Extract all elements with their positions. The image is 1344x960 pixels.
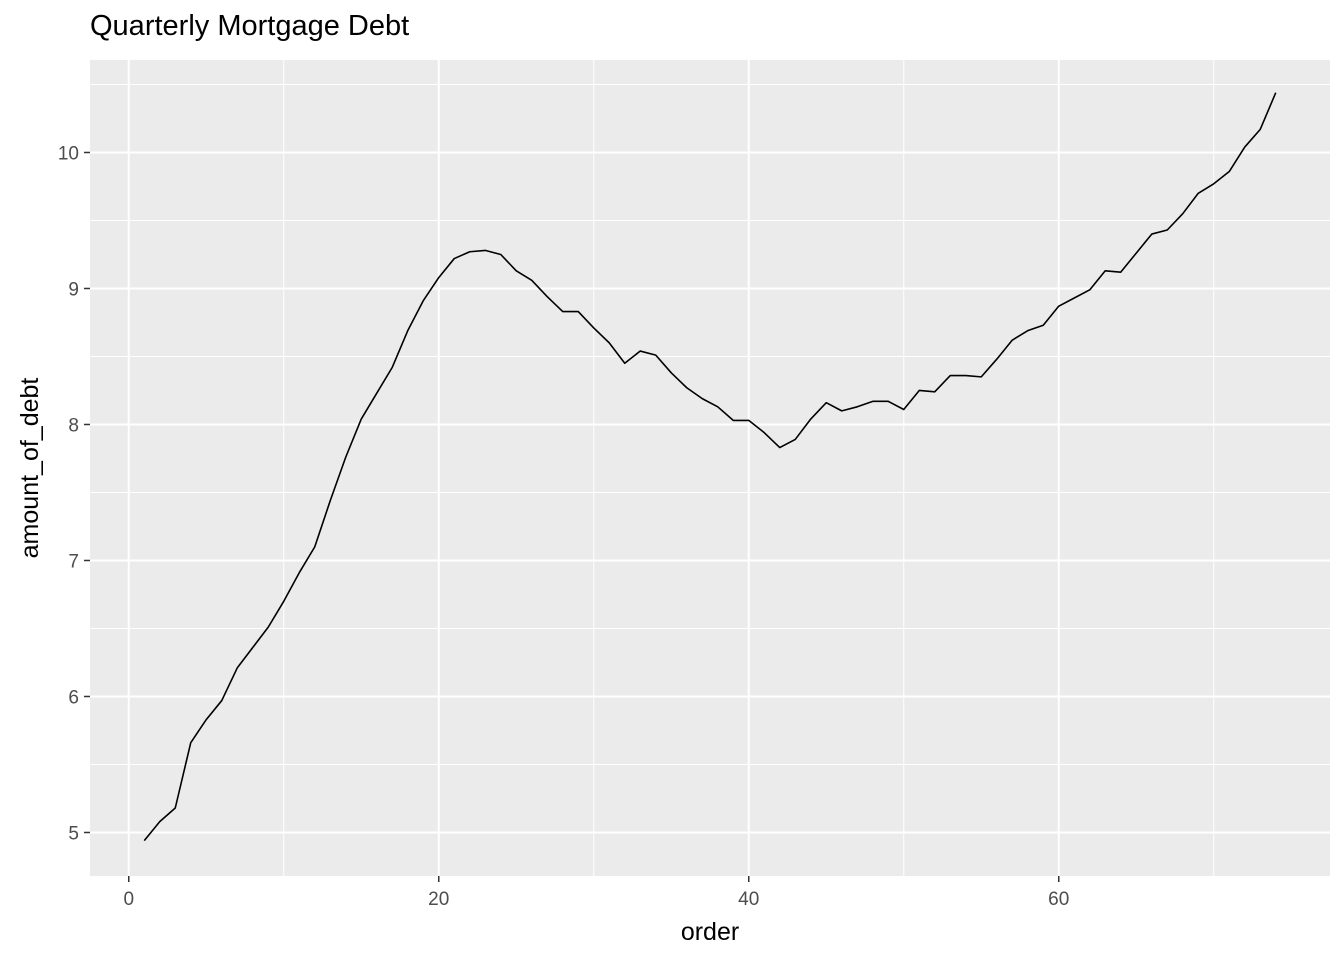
series-layer [143,92,1277,842]
y-tick-label: 8 [68,415,79,436]
y-tick-label: 7 [68,551,79,572]
x-tick-label: 0 [123,889,134,910]
x-axis-title: order [681,918,739,946]
y-tick-label: 5 [68,823,79,844]
x-tick-label: 40 [738,889,759,910]
chart-title: Quarterly Mortgage Debt [90,10,410,42]
y-tick-label: 6 [68,687,79,708]
x-tick-label: 60 [1048,889,1069,910]
y-axis: 5 6 7 8 9 10 [58,143,90,844]
minor-gridlines [90,60,1330,876]
plot-panel [90,60,1330,876]
y-axis-title: amount_of_debt [16,378,44,559]
x-axis: 0 20 40 60 [123,876,1069,910]
y-tick-label: 9 [68,279,79,300]
y-tick-label: 10 [58,143,79,164]
series-line [143,92,1277,842]
x-tick-label: 20 [428,889,449,910]
major-gridlines [90,60,1330,876]
